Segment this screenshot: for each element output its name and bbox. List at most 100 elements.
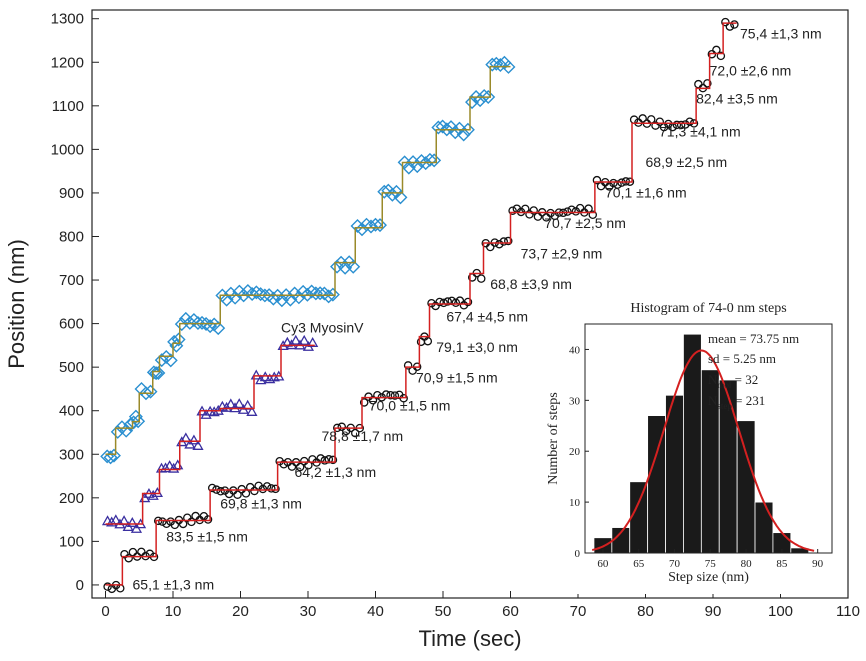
data-point xyxy=(233,398,245,409)
y-tick-label-7: 700 xyxy=(59,272,84,289)
data-point xyxy=(163,353,178,368)
hist-x-tick-label-1: 65 xyxy=(633,558,645,570)
y-tick-label-4: 400 xyxy=(59,403,84,420)
data-point xyxy=(672,120,682,130)
data-point xyxy=(373,218,387,233)
data-point xyxy=(128,547,138,557)
hist-x-tick-label-0: 60 xyxy=(597,558,609,570)
x-tick-label-8: 80 xyxy=(637,603,654,620)
step-annotation-15: 82,4 ±3,5 nm xyxy=(696,91,778,107)
data-point xyxy=(435,297,444,307)
data-point xyxy=(250,486,259,496)
plot-frame xyxy=(91,9,849,599)
data-point xyxy=(188,434,200,445)
hist-x-tick-label-2: 70 xyxy=(669,558,681,570)
data-point xyxy=(390,391,400,400)
x-tick-label-6: 60 xyxy=(502,603,519,620)
data-point xyxy=(350,428,360,438)
y-tick-label-1: 100 xyxy=(59,533,84,550)
data-point xyxy=(103,450,118,465)
data-point xyxy=(403,361,413,370)
step-annotation-18: Cy3 MyosinV xyxy=(281,319,364,335)
gaussian-fit-curve xyxy=(591,349,815,552)
data-point xyxy=(676,120,686,130)
data-point xyxy=(171,332,186,347)
data-point xyxy=(393,190,408,205)
data-point xyxy=(324,455,334,464)
data-point xyxy=(325,287,340,302)
data-point xyxy=(249,285,264,300)
data-point xyxy=(237,484,247,494)
data-point xyxy=(439,122,454,137)
x-axis-label: Time (sec) xyxy=(418,626,521,651)
data-point xyxy=(266,291,281,306)
data-point xyxy=(147,489,159,500)
data-point xyxy=(389,184,404,199)
data-point xyxy=(508,206,517,216)
hist-y-tick-label-4: 40 xyxy=(569,344,581,356)
data-point xyxy=(283,292,298,307)
y-tick-label-2: 200 xyxy=(59,490,84,507)
data-point xyxy=(655,117,665,126)
histogram-frame xyxy=(584,323,833,554)
data-point xyxy=(346,259,361,274)
data-point xyxy=(542,213,551,222)
histogram-x-label: Step size (nm) xyxy=(668,570,749,585)
hist-x-tick-label-6: 90 xyxy=(812,558,824,570)
data-point xyxy=(477,89,492,104)
data-point xyxy=(368,217,383,232)
data-point xyxy=(313,286,328,301)
data-point xyxy=(307,336,319,347)
step-annotation-12: 70,1 ±1,6 nm xyxy=(605,184,687,200)
y-tick-label-12: 1200 xyxy=(51,54,84,71)
y-tick-label-13: 1300 xyxy=(51,11,84,28)
data-point xyxy=(192,440,204,450)
data-point xyxy=(170,520,180,530)
step-annotation-10: 73,7 ±2,9 nm xyxy=(521,245,603,261)
data-point xyxy=(463,297,473,307)
data-point xyxy=(416,337,426,347)
x-tick-label-9: 90 xyxy=(705,603,722,620)
data-point xyxy=(427,153,442,168)
x-tick-label-10: 100 xyxy=(768,603,793,620)
step-annotation-0: 65,1 ±1,3 nm xyxy=(133,576,215,592)
data-point xyxy=(721,17,730,27)
data-point xyxy=(493,58,508,73)
step-annotation-11: 70,7 ±2,5 nm xyxy=(544,215,626,231)
data-point xyxy=(685,117,694,126)
data-point xyxy=(298,334,310,345)
data-point xyxy=(730,20,739,29)
data-point xyxy=(377,184,392,199)
data-point xyxy=(592,175,602,185)
data-point xyxy=(250,369,262,380)
histogram-title: Histogram of 74-0 nm steps xyxy=(630,301,786,316)
data-point xyxy=(423,336,433,346)
data-point xyxy=(246,405,258,416)
data-point xyxy=(191,511,200,521)
data-point xyxy=(304,284,319,299)
step-annotation-8: 67,4 ±4,5 nm xyxy=(446,308,528,324)
data-point xyxy=(195,315,210,330)
y-tick-label-6: 600 xyxy=(59,316,84,333)
data-point xyxy=(431,120,446,135)
data-point xyxy=(503,236,513,246)
data-point xyxy=(167,334,182,349)
data-point xyxy=(139,386,153,401)
step-annotation-3: 64,2 ±1,3 nm xyxy=(295,464,377,480)
data-point xyxy=(158,517,167,526)
data-point xyxy=(609,178,618,188)
y-tick-label-3: 300 xyxy=(59,446,84,463)
data-point xyxy=(613,180,622,189)
data-point xyxy=(137,547,146,557)
data-point xyxy=(211,321,226,336)
data-point xyxy=(452,121,467,136)
y-tick-label-9: 900 xyxy=(59,185,84,202)
data-point xyxy=(216,487,225,496)
x-tick-label-5: 50 xyxy=(435,603,452,620)
histogram-bar-2 xyxy=(629,481,649,554)
step-fit-line xyxy=(105,344,315,525)
step-annotation-13: 68,9 ±2,5 nm xyxy=(646,154,728,170)
legend-mean: mean = 73.75 nm xyxy=(708,331,799,346)
data-point xyxy=(588,210,598,219)
